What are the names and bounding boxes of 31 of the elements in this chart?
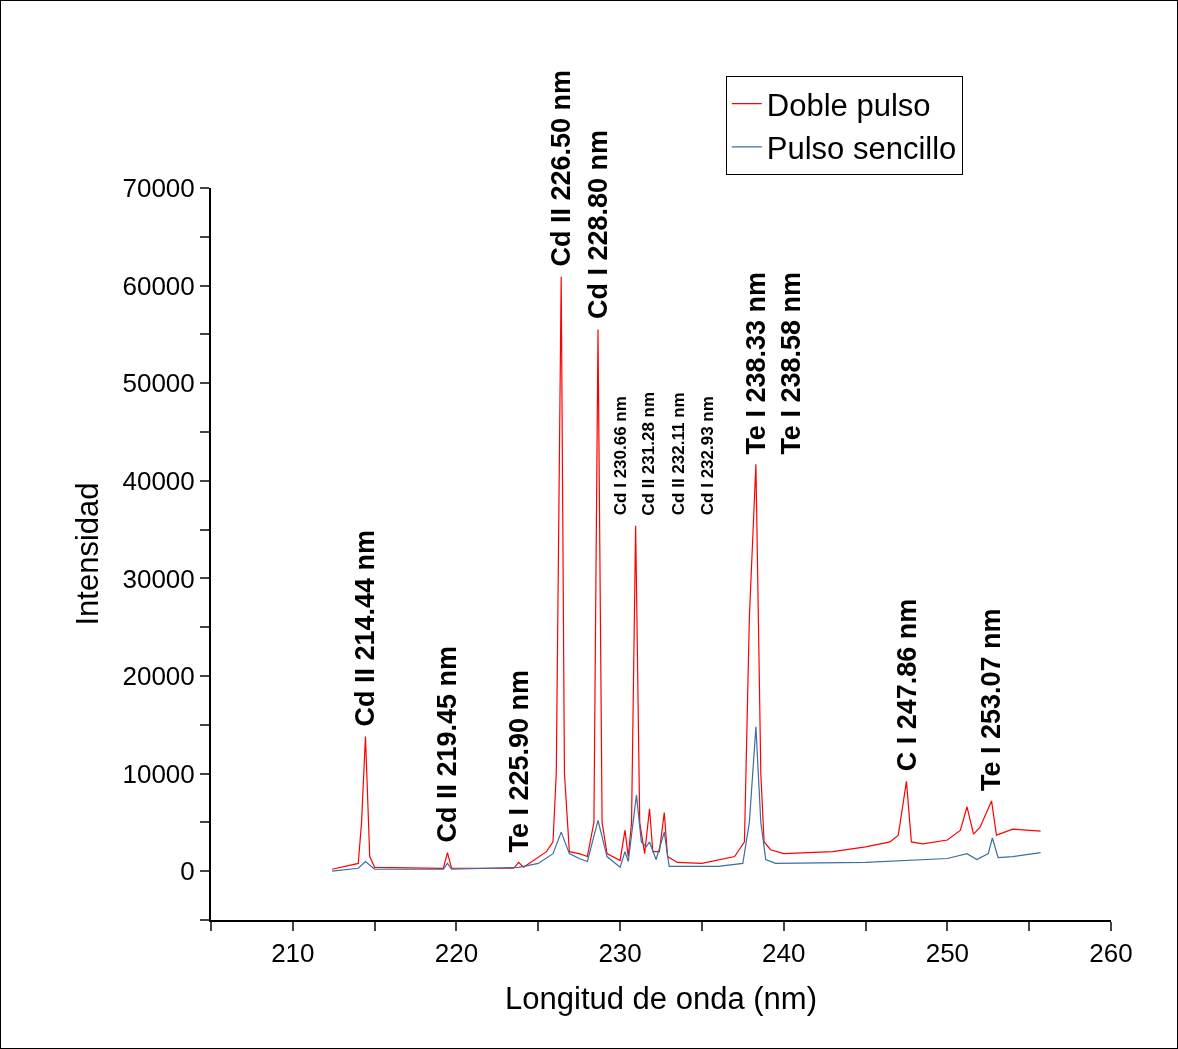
y-tick-label: 50000 — [122, 368, 195, 399]
x-tick-label: 230 — [598, 938, 642, 969]
y-tick-label: 70000 — [122, 173, 195, 204]
x-tick-label: 210 — [271, 938, 315, 969]
y-axis-title: Intensidad — [69, 482, 105, 626]
annotation: Cd I 230.66 nm — [610, 396, 630, 516]
annotation: Cd II 231.28 nm — [639, 391, 659, 516]
annotation: C I 247.86 nm — [891, 598, 922, 772]
y-tick-label: 30000 — [122, 563, 195, 594]
y-tick-label: 0 — [180, 856, 195, 887]
x-tick-label: 220 — [434, 938, 479, 969]
annotation: Cd II 226.50 nm — [545, 69, 576, 267]
annotation: Cd II 219.45 nm — [432, 646, 463, 843]
y-tick-label: 40000 — [122, 465, 195, 496]
y-tick-label: 60000 — [122, 270, 195, 301]
y-tick-label: 10000 — [122, 758, 195, 789]
annotation: Te I 238.58 nm — [776, 272, 807, 455]
x-tick-label: 240 — [762, 938, 806, 969]
annotation: Cd I 228.80 nm — [582, 129, 613, 320]
annotation: Te I 238.33 nm — [741, 272, 772, 455]
annotation: Te I 225.90 nm — [503, 669, 534, 853]
x-axis-title: Longitud de onda (nm) — [505, 980, 817, 1016]
x-tick-label: 250 — [925, 938, 970, 969]
annotation: Cd II 214.44 nm — [350, 529, 381, 727]
annotation: Cd II 232.11 nm — [668, 392, 688, 516]
x-tick-label: 260 — [1089, 938, 1133, 969]
y-tick-label: 20000 — [122, 661, 195, 692]
annotation: Te I 253.07 nm — [976, 608, 1007, 791]
legend-label: Doble pulso — [766, 87, 931, 123]
legend-label: Pulso sencillo — [766, 131, 957, 167]
annotation: Cd I 232.93 nm — [697, 396, 717, 516]
